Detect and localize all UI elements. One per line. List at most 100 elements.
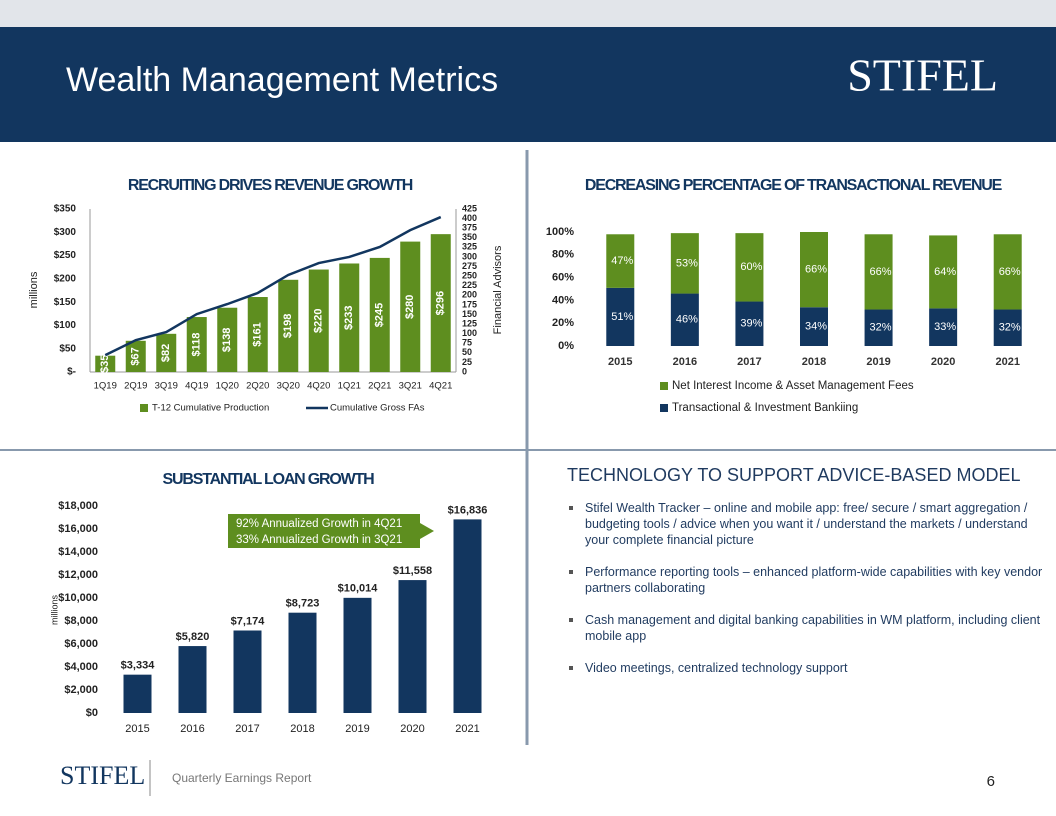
- bar-segment: [670, 293, 699, 346]
- bar: [343, 597, 372, 713]
- x-tick-label: 2Q19: [124, 381, 147, 392]
- bar-label: 66%: [870, 266, 892, 278]
- annotation: 33% Annualized Growth in 3Q21: [236, 534, 402, 546]
- text-panel: TECHNOLOGY TO SUPPORT ADVICE-BASED MODEL…: [567, 465, 1047, 692]
- bullet: Video meetings, centralized technology s…: [567, 660, 1047, 676]
- bar: [186, 317, 207, 372]
- legend-swatch: [660, 404, 668, 412]
- bar-label: $3,334: [121, 660, 156, 672]
- y-tick-label: 275: [462, 261, 477, 271]
- y-tick-label: 40%: [552, 294, 574, 306]
- y-tick-label: 250: [462, 270, 477, 280]
- y-tick-label: $0: [86, 707, 98, 719]
- y-tick-label: $18,000: [58, 500, 98, 512]
- bar-label: $233: [343, 306, 355, 330]
- line: [104, 215, 442, 357]
- y-tick-label: 375: [462, 223, 477, 233]
- y-tick-label: $200: [54, 273, 77, 284]
- x-tick-label: 2017: [737, 356, 761, 368]
- bar-label: $82: [160, 344, 172, 362]
- x-tick-label: 2015: [608, 356, 632, 368]
- y-tick-label: $14,000: [58, 546, 98, 558]
- y-tick-label: $2,000: [64, 684, 98, 696]
- x-tick-label: 3Q21: [399, 381, 422, 392]
- x-tick-label: 1Q21: [338, 381, 361, 392]
- bar-segment: [800, 232, 828, 308]
- bar: [339, 263, 360, 372]
- bar-label: $220: [313, 309, 325, 333]
- bar-label: 32%: [999, 322, 1021, 334]
- bar: [123, 674, 152, 713]
- bar-label: $7,174: [231, 615, 266, 627]
- y-tick-label: 60%: [552, 272, 574, 284]
- x-tick-label: 2016: [180, 723, 204, 735]
- legend-swatch: [140, 404, 148, 412]
- y-tick-label: $10,000: [58, 592, 98, 604]
- y-tick-label: 0%: [558, 340, 574, 352]
- bullet: Stifel Wealth Tracker – online and mobil…: [567, 500, 1047, 548]
- bar: [369, 257, 390, 372]
- bar-label: 51%: [611, 311, 633, 323]
- x-tick-label: 3Q20: [277, 381, 300, 392]
- bar-segment: [929, 235, 958, 309]
- y-tick-label: 350: [462, 232, 477, 242]
- bar-label: 53%: [676, 257, 698, 269]
- chart-title: SUBSTANTIAL LOAN GROWTH: [162, 471, 375, 488]
- y-tick-label: 325: [462, 242, 477, 252]
- y-tick-label: 50: [462, 347, 472, 357]
- y-tick-label: 150: [462, 309, 477, 319]
- bar: [233, 630, 262, 713]
- bar-segment: [929, 308, 958, 346]
- y-tick-label: $16,000: [58, 523, 98, 535]
- x-tick-label: 2015: [125, 723, 149, 735]
- x-tick-label: 2021: [455, 723, 479, 735]
- bar-label: 47%: [611, 255, 633, 267]
- x-tick-label: 2017: [235, 723, 259, 735]
- bar-label: 39%: [740, 318, 762, 330]
- bar: [453, 519, 482, 713]
- bullet: Performance reporting tools – enhanced p…: [567, 564, 1047, 596]
- bar: [156, 333, 177, 372]
- x-tick-label: 4Q20: [307, 381, 330, 392]
- y-tick-label: 0: [462, 366, 467, 376]
- bar: [217, 307, 238, 372]
- slide-title: Wealth Management Metrics: [66, 61, 498, 99]
- y-axis-label: millions: [49, 595, 59, 626]
- x-tick-label: 2020: [931, 356, 955, 368]
- bar-label: 34%: [805, 321, 827, 333]
- bar: [400, 241, 421, 372]
- bar-label: $161: [252, 322, 264, 346]
- bar-segment: [606, 287, 635, 346]
- bar-segment: [735, 233, 764, 302]
- bar-label: $16,836: [448, 504, 488, 516]
- x-tick-label: 1Q19: [94, 381, 117, 392]
- legend-swatch: [660, 382, 668, 390]
- y-tick-label: $-: [67, 367, 76, 378]
- y-tick-label: 125: [462, 318, 477, 328]
- bar-segment: [864, 234, 893, 310]
- legend-label: Net Interest Income & Asset Management F…: [672, 380, 914, 392]
- y-tick-label: 300: [462, 251, 477, 261]
- page-number: 6: [987, 773, 995, 790]
- bullet: Cash management and digital banking capa…: [567, 612, 1047, 644]
- footer-logo: STIFEL: [60, 761, 145, 790]
- bar-label: 66%: [999, 266, 1021, 278]
- y-tick-label: $150: [54, 297, 77, 308]
- chart-title: RECRUITING DRIVES REVENUE GROWTH: [127, 177, 413, 194]
- bar-label: $10,014: [338, 583, 379, 595]
- header-band: [0, 27, 1056, 142]
- y-tick-label: $50: [59, 343, 76, 354]
- x-tick-label: 2020: [400, 723, 424, 735]
- bar: [308, 269, 329, 372]
- bar-segment: [670, 233, 699, 294]
- chart-title: DECREASING PERCENTAGE OF TRANSACTIONAL R…: [584, 177, 1002, 194]
- bar: [288, 612, 317, 713]
- bar-label: $35: [99, 355, 111, 373]
- x-tick-label: 4Q19: [185, 381, 208, 392]
- bar-segment: [800, 307, 828, 346]
- y-tick-label: 100: [462, 328, 477, 338]
- x-tick-label: 2019: [866, 356, 890, 368]
- y-tick-label: $350: [54, 204, 77, 215]
